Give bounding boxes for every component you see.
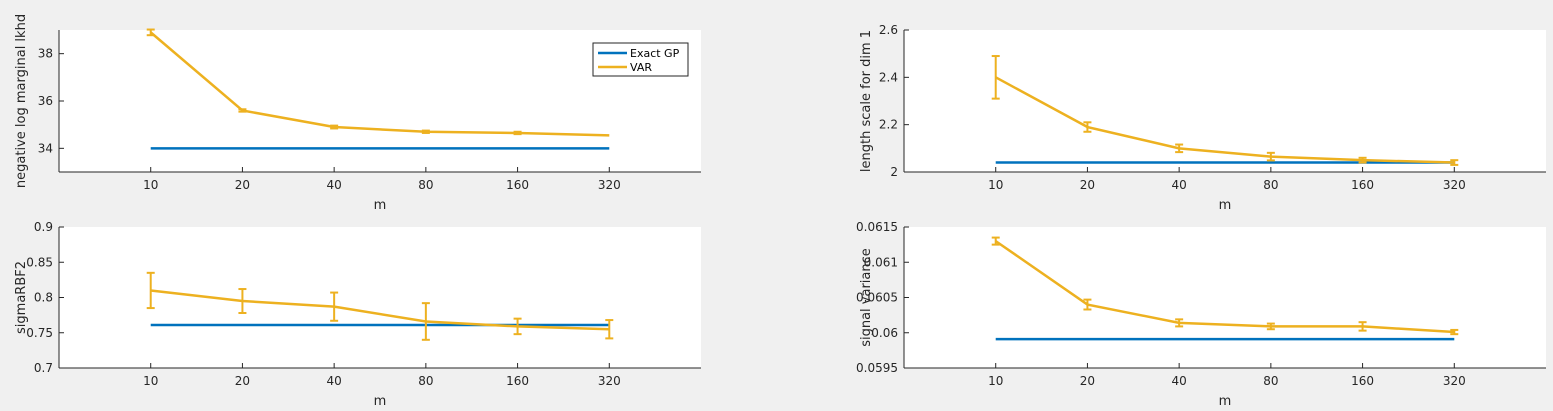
- error-bar: [1175, 143, 1184, 154]
- x-tick-label: 320: [1443, 374, 1466, 388]
- x-axis-label: m: [374, 198, 387, 213]
- error-bar: [1175, 318, 1184, 328]
- error-bar: [330, 124, 339, 130]
- plot-area: [59, 227, 701, 368]
- y-tick-label: 0.06: [871, 326, 898, 340]
- y-tick-label: 0.75: [26, 326, 53, 340]
- var-series-line: [149, 31, 610, 137]
- x-tick-label: 20: [1080, 178, 1095, 192]
- x-tick-label: 160: [506, 374, 529, 388]
- var-series-line: [995, 76, 1455, 164]
- error-bar: [1083, 121, 1092, 133]
- y-tick-label: 0.7: [34, 361, 53, 375]
- var-series-line: [995, 240, 1455, 334]
- x-tick-label: 10: [143, 374, 158, 388]
- y-tick-label: 0.8: [34, 291, 53, 305]
- error-bar: [1358, 156, 1367, 164]
- x-tick-label: 20: [235, 374, 250, 388]
- error-bar: [513, 317, 522, 336]
- x-tick-label: 160: [506, 178, 529, 192]
- error-bar: [1266, 322, 1275, 331]
- y-axis-label: negative log marginal lkhd: [14, 14, 29, 188]
- x-tick-label: 10: [143, 178, 158, 192]
- error-bar: [1450, 328, 1459, 336]
- subplot-3: 10 20 40 80 160 320 0.7 0.75 0.8 0.85 0.9 m sigmaRBF…: [14, 220, 701, 409]
- x-tick-label: 20: [235, 178, 250, 192]
- x-tick-label: 20: [1080, 374, 1095, 388]
- error-bar: [1450, 159, 1459, 166]
- error-bar: [238, 108, 247, 113]
- y-tick-label: 0.85: [26, 255, 53, 269]
- x-tick-label: 320: [598, 178, 621, 192]
- x-tick-label: 320: [598, 374, 621, 388]
- subplot-4: 10 20 40 80 160 320 0.0595 0.06 0.0605 0.061 0.061…: [856, 220, 1546, 409]
- y-axis-label: sigmaRBF2: [14, 261, 29, 334]
- y-axis-label: signal variance: [859, 248, 874, 347]
- plot-area: [904, 227, 1546, 368]
- y-tick-label: 2.4: [879, 70, 898, 84]
- error-bar: [330, 291, 339, 322]
- error-bar: [146, 271, 155, 310]
- error-bar: [238, 288, 247, 315]
- x-tick-label: 40: [327, 178, 342, 192]
- y-tick-label: 2: [890, 165, 898, 179]
- x-tick-label: 80: [1263, 374, 1278, 388]
- x-tick-label: 40: [327, 374, 342, 388]
- error-bar: [605, 319, 614, 340]
- x-tick-label: 10: [988, 374, 1003, 388]
- error-bar: [146, 28, 155, 37]
- y-tick-label: 0.0595: [856, 361, 898, 375]
- x-tick-label: 10: [988, 178, 1003, 192]
- x-axis-label: m: [374, 394, 387, 409]
- y-tick-label: 0.0605: [856, 291, 898, 305]
- legend-entry: Exact GP: [630, 47, 680, 60]
- y-tick-label: 38: [38, 47, 53, 61]
- y-tick-label: 36: [38, 94, 53, 108]
- plot-area: [904, 30, 1546, 172]
- subplot-1: 10 20 40 80 160 320 34 36 38 m negative log margin…: [14, 14, 701, 213]
- error-bar: [1083, 298, 1092, 311]
- y-tick-label: 34: [38, 141, 53, 155]
- subplot-2: 10 20 40 80 160 320 2 2.2 2.4 2.6 m length scale fo…: [859, 23, 1546, 213]
- error-bar: [1358, 321, 1367, 332]
- x-tick-label: 80: [418, 374, 433, 388]
- y-tick-label: 2.2: [879, 118, 898, 132]
- error-bar: [513, 130, 522, 136]
- legend-entry: VAR: [630, 61, 652, 74]
- x-tick-label: 80: [1263, 178, 1278, 192]
- y-tick-label: 0.0615: [856, 220, 898, 234]
- x-tick-label: 160: [1351, 374, 1374, 388]
- error-bar: [421, 129, 430, 134]
- x-tick-label: 320: [1443, 178, 1466, 192]
- y-tick-label: 0.9: [34, 220, 53, 234]
- x-tick-label: 80: [418, 178, 433, 192]
- y-tick-label: 0.061: [864, 255, 898, 269]
- error-bar: [421, 302, 430, 341]
- x-tick-label: 40: [1172, 374, 1187, 388]
- y-axis-label: length scale for dim 1: [859, 30, 874, 172]
- x-axis-label: m: [1219, 198, 1232, 213]
- x-tick-label: 40: [1172, 178, 1187, 192]
- x-tick-label: 160: [1351, 178, 1374, 192]
- error-bar: [991, 55, 1000, 100]
- error-bar: [1266, 151, 1275, 162]
- error-bar: [991, 236, 1000, 246]
- x-axis-label: m: [1219, 394, 1232, 409]
- y-tick-label: 2.6: [879, 23, 898, 37]
- var-series-line: [150, 289, 610, 331]
